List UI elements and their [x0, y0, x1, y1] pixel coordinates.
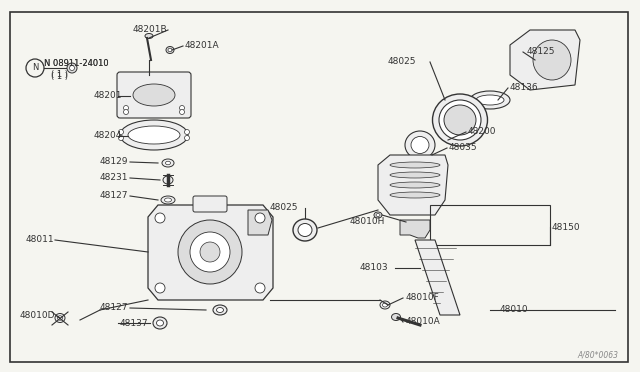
Text: 48129: 48129	[100, 157, 129, 167]
FancyBboxPatch shape	[117, 72, 191, 118]
Text: 48136: 48136	[510, 83, 539, 93]
Ellipse shape	[376, 214, 380, 217]
Text: N: N	[32, 64, 38, 73]
Polygon shape	[248, 210, 272, 235]
Ellipse shape	[390, 162, 440, 168]
Circle shape	[178, 220, 242, 284]
Circle shape	[124, 106, 129, 110]
Circle shape	[255, 213, 265, 223]
Text: N 08911-24010: N 08911-24010	[44, 60, 109, 68]
Ellipse shape	[133, 84, 175, 106]
Text: 48010F: 48010F	[406, 294, 440, 302]
Circle shape	[184, 129, 189, 135]
Circle shape	[118, 129, 124, 135]
Ellipse shape	[390, 192, 440, 198]
Text: 48201B: 48201B	[133, 26, 168, 35]
Circle shape	[184, 135, 189, 141]
Circle shape	[255, 283, 265, 293]
Ellipse shape	[390, 172, 440, 178]
Text: 48127: 48127	[100, 304, 129, 312]
Text: A/80*0063: A/80*0063	[577, 351, 618, 360]
Circle shape	[124, 109, 129, 115]
Circle shape	[190, 232, 230, 272]
Circle shape	[179, 109, 184, 115]
Ellipse shape	[157, 320, 163, 326]
Text: N 08911-24010: N 08911-24010	[44, 60, 109, 68]
Text: 48010D: 48010D	[20, 311, 56, 321]
Ellipse shape	[120, 120, 188, 150]
Ellipse shape	[433, 94, 488, 146]
Text: 48201A: 48201A	[185, 42, 220, 51]
Ellipse shape	[470, 91, 510, 109]
Text: 48025: 48025	[388, 58, 417, 67]
Text: 48201: 48201	[94, 92, 122, 100]
Polygon shape	[510, 30, 580, 90]
Ellipse shape	[166, 161, 170, 165]
Ellipse shape	[128, 126, 180, 144]
Text: 48231: 48231	[100, 173, 129, 183]
Ellipse shape	[163, 176, 173, 184]
Text: 48035: 48035	[449, 144, 477, 153]
Polygon shape	[415, 240, 460, 315]
Ellipse shape	[161, 196, 175, 204]
Text: 48150: 48150	[552, 222, 580, 231]
Ellipse shape	[390, 182, 440, 188]
Ellipse shape	[533, 40, 571, 80]
Polygon shape	[148, 205, 273, 300]
Text: ( 1 ): ( 1 )	[51, 71, 68, 80]
Ellipse shape	[374, 212, 382, 218]
Text: 48127: 48127	[100, 192, 129, 201]
Ellipse shape	[166, 46, 174, 54]
Ellipse shape	[213, 305, 227, 315]
Text: 48200: 48200	[468, 128, 497, 137]
Polygon shape	[400, 220, 430, 238]
Circle shape	[179, 106, 184, 110]
Circle shape	[70, 65, 74, 71]
Ellipse shape	[405, 131, 435, 159]
Ellipse shape	[298, 224, 312, 237]
FancyBboxPatch shape	[193, 196, 227, 212]
Circle shape	[200, 242, 220, 262]
Text: 48103: 48103	[360, 263, 388, 273]
Ellipse shape	[392, 314, 401, 321]
Text: 48011: 48011	[26, 235, 54, 244]
Text: 48010H: 48010H	[350, 218, 385, 227]
Ellipse shape	[380, 301, 390, 309]
Circle shape	[118, 135, 124, 141]
Ellipse shape	[145, 33, 153, 38]
Ellipse shape	[153, 317, 167, 329]
Ellipse shape	[168, 48, 172, 52]
Ellipse shape	[162, 159, 174, 167]
Ellipse shape	[55, 314, 65, 323]
Text: 48204: 48204	[94, 131, 122, 141]
Ellipse shape	[439, 100, 481, 140]
Text: ( 1 ): ( 1 )	[51, 70, 68, 78]
Ellipse shape	[293, 219, 317, 241]
Text: 48010: 48010	[500, 305, 529, 314]
Text: 48010A: 48010A	[406, 317, 441, 327]
Circle shape	[67, 63, 77, 73]
Circle shape	[155, 283, 165, 293]
Ellipse shape	[411, 137, 429, 154]
Ellipse shape	[216, 308, 223, 312]
Ellipse shape	[164, 198, 172, 202]
Bar	[430, 205, 550, 245]
Ellipse shape	[444, 105, 476, 135]
Text: 48137: 48137	[120, 318, 148, 327]
Text: 48025: 48025	[270, 203, 298, 212]
Ellipse shape	[476, 95, 504, 105]
Ellipse shape	[383, 303, 387, 307]
Polygon shape	[378, 155, 448, 215]
Text: 48125: 48125	[527, 48, 556, 57]
Ellipse shape	[58, 316, 63, 320]
Circle shape	[155, 213, 165, 223]
